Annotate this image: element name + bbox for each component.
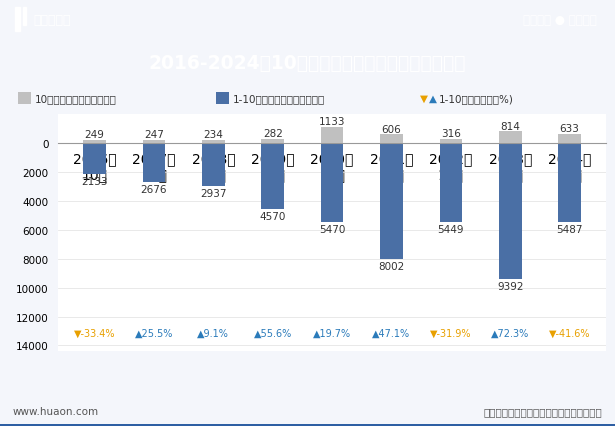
Bar <box>143 144 165 182</box>
Text: 5470: 5470 <box>319 225 345 235</box>
Bar <box>216 93 229 105</box>
Text: ▼: ▼ <box>419 94 427 104</box>
Text: 8002: 8002 <box>378 261 405 271</box>
Text: 5449: 5449 <box>438 224 464 234</box>
Text: ▼-33.4%: ▼-33.4% <box>74 328 116 338</box>
Text: ▲19.7%: ▲19.7% <box>313 328 351 338</box>
Bar <box>321 127 343 144</box>
Text: 2937: 2937 <box>200 188 226 198</box>
Text: ▲55.6%: ▲55.6% <box>253 328 292 338</box>
Bar <box>558 135 581 144</box>
Text: ▲72.3%: ▲72.3% <box>491 328 530 338</box>
Text: 数据来源：中国海关，华经产业研究院整理: 数据来源：中国海关，华经产业研究院整理 <box>484 406 603 417</box>
Text: 234: 234 <box>204 130 223 140</box>
Bar <box>558 144 581 223</box>
Bar <box>143 140 165 144</box>
Bar <box>380 135 403 144</box>
Text: 10月进出口总额（万美元）: 10月进出口总额（万美元） <box>34 94 117 104</box>
Text: 316: 316 <box>441 129 461 138</box>
Bar <box>261 140 284 144</box>
Text: 专业严谨 ● 客观科学: 专业严谨 ● 客观科学 <box>523 14 597 26</box>
Text: ▲47.1%: ▲47.1% <box>373 328 411 338</box>
Text: 华经情报网: 华经情报网 <box>34 14 71 26</box>
Text: 249: 249 <box>85 130 105 140</box>
Bar <box>18 93 31 105</box>
Text: 606: 606 <box>381 124 402 134</box>
Bar <box>499 144 522 279</box>
Text: 2133: 2133 <box>81 176 108 187</box>
Bar <box>321 144 343 223</box>
Text: 1133: 1133 <box>319 117 346 127</box>
Bar <box>380 144 403 259</box>
Text: 633: 633 <box>560 124 579 134</box>
Bar <box>440 144 462 222</box>
Bar <box>83 140 106 144</box>
Text: ▼-31.9%: ▼-31.9% <box>430 328 472 338</box>
Text: 247: 247 <box>144 130 164 140</box>
Bar <box>83 144 106 175</box>
Text: 5487: 5487 <box>557 225 583 235</box>
Bar <box>202 141 224 144</box>
Text: www.huaon.com: www.huaon.com <box>12 406 98 417</box>
Text: ▲25.5%: ▲25.5% <box>135 328 173 338</box>
Bar <box>15 8 20 32</box>
Bar <box>440 139 462 144</box>
Text: 1-10月进出口总额（万美元）: 1-10月进出口总额（万美元） <box>232 94 325 104</box>
Text: 814: 814 <box>500 121 520 131</box>
Bar <box>499 132 522 144</box>
Text: 282: 282 <box>263 129 283 139</box>
Text: 4570: 4570 <box>260 212 286 222</box>
Text: 9392: 9392 <box>497 281 523 291</box>
Text: ▼-41.6%: ▼-41.6% <box>549 328 590 338</box>
Text: 2676: 2676 <box>141 184 167 194</box>
Bar <box>0 424 615 426</box>
Text: 2016-2024年10月甘肃省外商投资企业进出口总额: 2016-2024年10月甘肃省外商投资企业进出口总额 <box>149 54 466 72</box>
Bar <box>261 144 284 210</box>
Text: 1-10月同比增速（%): 1-10月同比增速（%) <box>438 94 514 104</box>
Text: ▲: ▲ <box>429 94 437 104</box>
Bar <box>202 144 224 186</box>
Bar <box>23 8 26 26</box>
Text: ▲9.1%: ▲9.1% <box>197 328 229 338</box>
